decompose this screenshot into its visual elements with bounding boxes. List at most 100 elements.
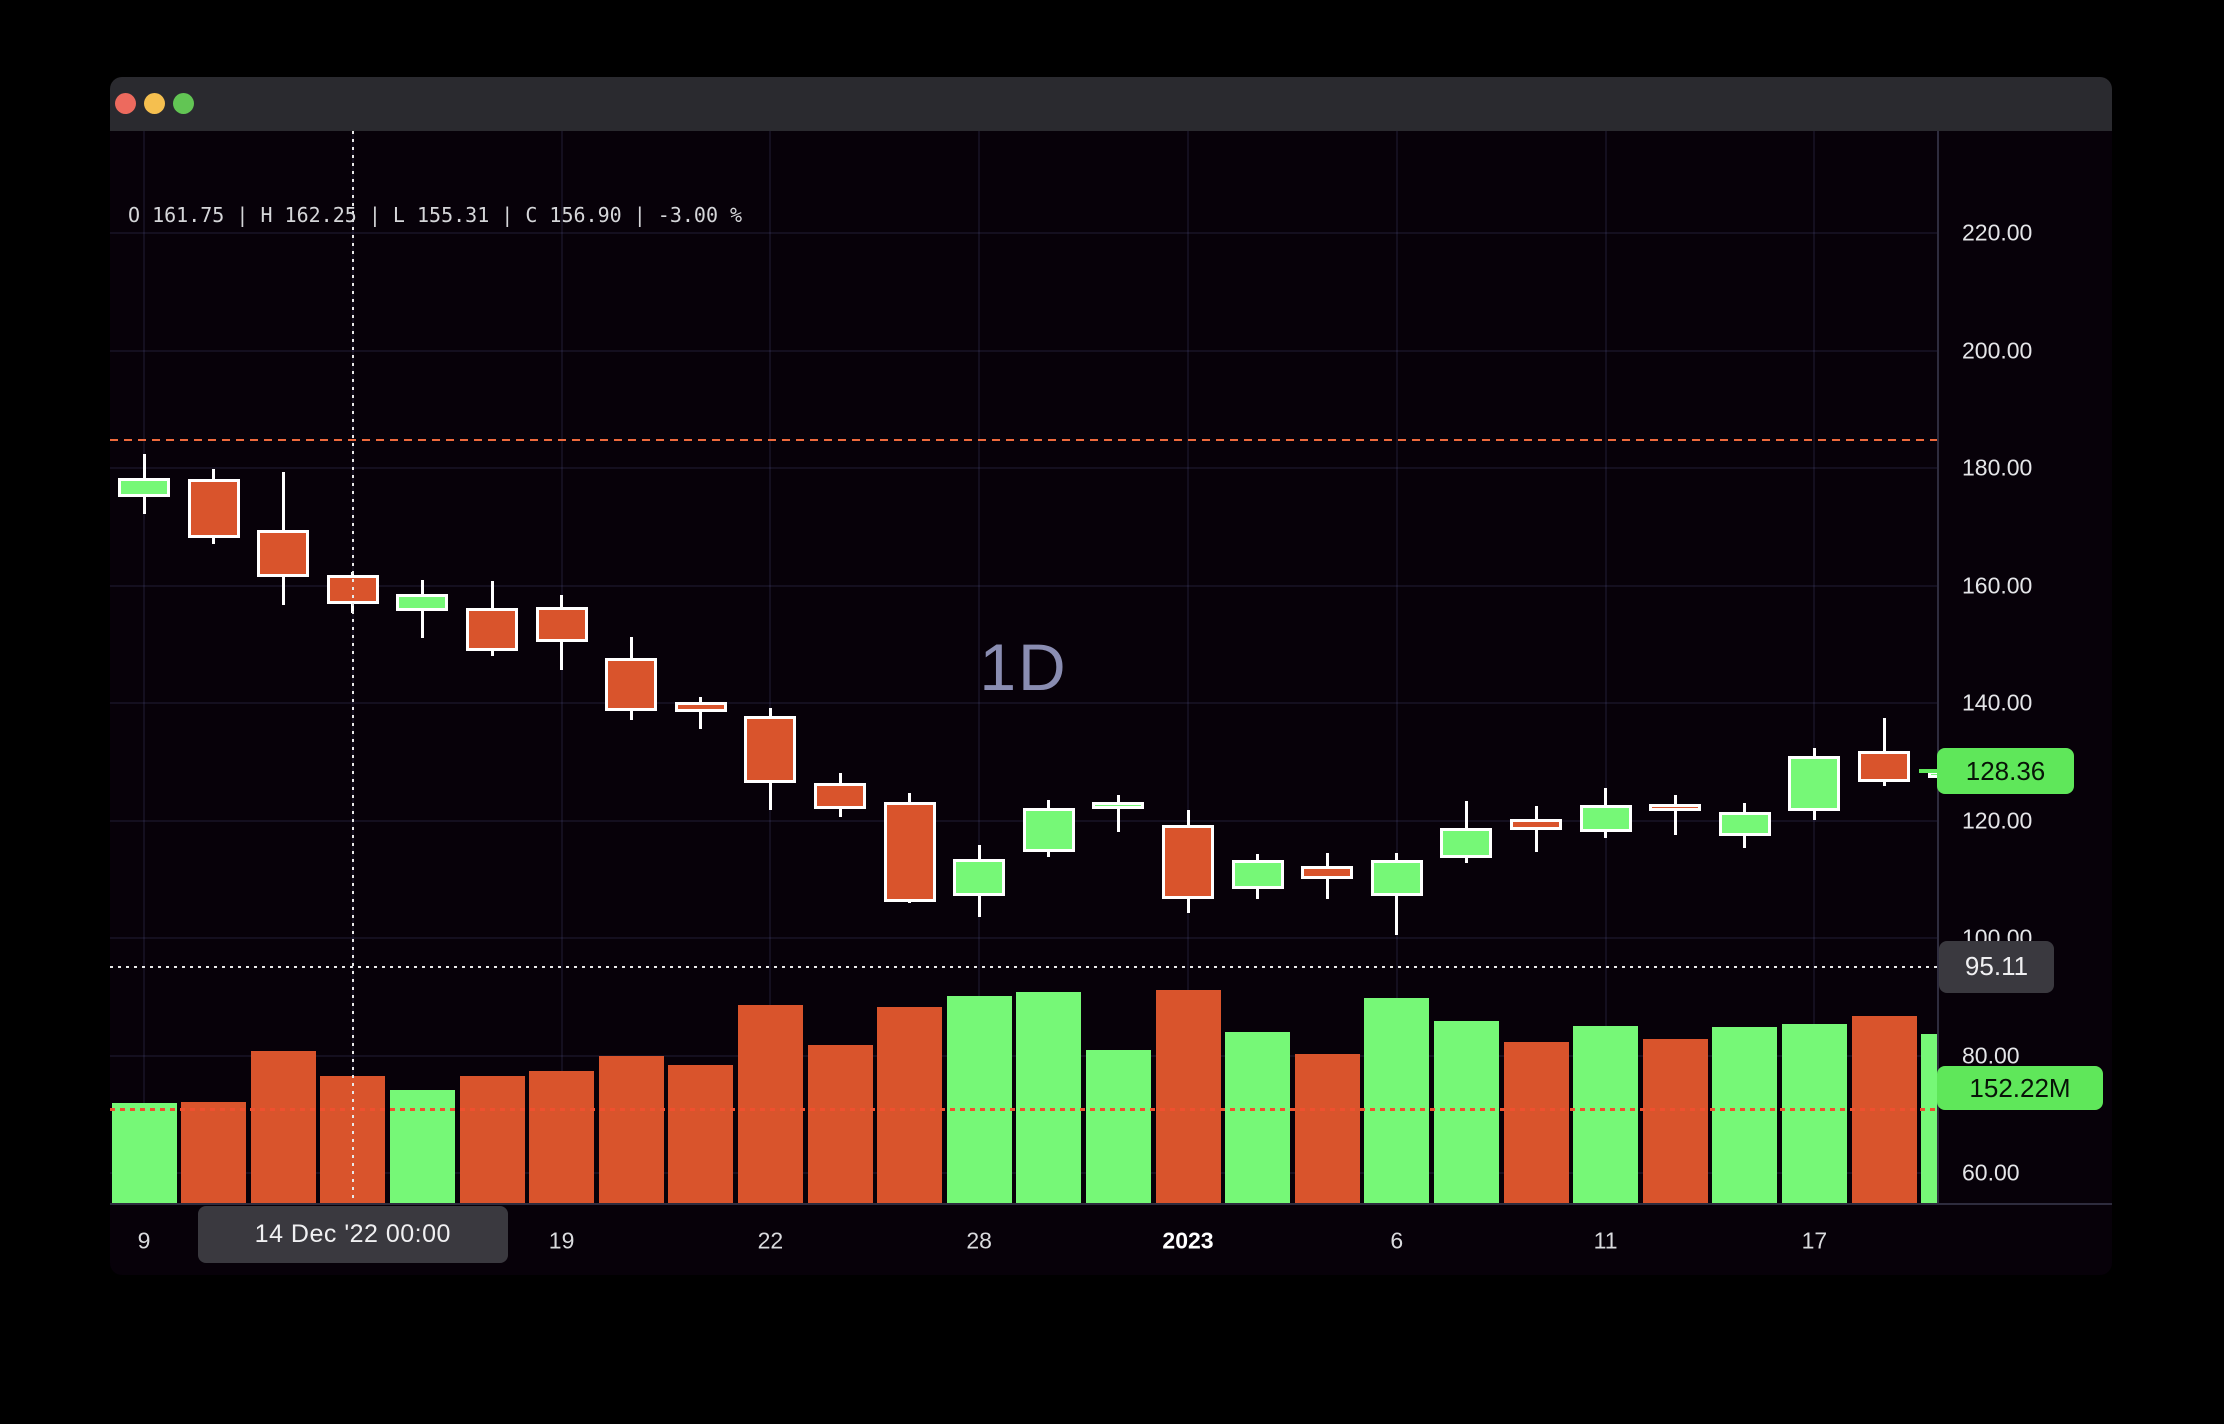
volume-bar[interactable] — [1503, 1041, 1569, 1203]
candle-wick — [1116, 794, 1120, 832]
interval-watermark: 1D — [979, 630, 1068, 704]
vertical-gridline — [1604, 131, 1607, 1203]
time-axis-label: 6 — [1390, 1227, 1404, 1254]
candle-body[interactable] — [187, 479, 240, 539]
candle-body[interactable] — [744, 715, 797, 783]
candle-body[interactable] — [1858, 751, 1910, 783]
volume-bar[interactable] — [946, 996, 1012, 1203]
horizontal-gridline — [110, 349, 1937, 352]
candle-body[interactable] — [1440, 827, 1493, 858]
horizontal-gridline — [110, 232, 1937, 234]
alert-price-line[interactable] — [110, 438, 1937, 441]
volume-ma-line — [110, 1107, 1937, 1111]
price-axis-label: 140.00 — [1962, 689, 2033, 716]
candle-body[interactable] — [1162, 825, 1214, 899]
volume-bar[interactable] — [1225, 1031, 1291, 1203]
volume-bar[interactable] — [1433, 1021, 1499, 1203]
price-axis-label: 60.00 — [1962, 1159, 2020, 1186]
candlestick-plot-area[interactable]: 1D O 161.75 | H 162.25 | L 155.31 | C 15… — [110, 131, 1937, 1203]
price-axis-label: 120.00 — [1962, 807, 2033, 833]
zoom-button[interactable] — [173, 93, 194, 114]
vertical-gridline — [1813, 131, 1816, 1203]
crosshair-vertical-line — [351, 131, 354, 1203]
crosshair-horizontal-line — [110, 965, 1937, 968]
candle-body[interactable] — [1022, 808, 1075, 852]
candle-body[interactable] — [953, 859, 1006, 897]
candle-body[interactable] — [466, 608, 518, 651]
price-axis-label: 180.00 — [1962, 454, 2033, 481]
last-price-badge: 128.36 — [1937, 748, 2074, 795]
horizontal-gridline — [110, 467, 1937, 469]
crosshair-time-badge: 14 Dec '22 00:00 — [197, 1206, 508, 1263]
vertical-gridline — [143, 131, 145, 1203]
time-axis-label: 28 — [966, 1227, 992, 1254]
candle-body[interactable] — [1370, 860, 1423, 896]
candle-body[interactable] — [883, 801, 936, 902]
candle-body[interactable] — [605, 658, 658, 711]
candle-body[interactable] — [1718, 812, 1771, 836]
candle-body[interactable] — [118, 478, 170, 498]
volume-bar[interactable] — [111, 1102, 177, 1203]
last-price-tick — [1919, 769, 1937, 774]
time-axis-label: 11 — [1593, 1227, 1618, 1254]
candle-body[interactable] — [1579, 805, 1632, 832]
volume-bar[interactable] — [181, 1101, 247, 1203]
price-axis-label: 220.00 — [1962, 219, 2033, 246]
time-axis-label: 17 — [1801, 1227, 1828, 1254]
ohlc-readout: O 161.75 | H 162.25 | L 155.31 | C 156.9… — [128, 203, 743, 227]
price-axis-label: 200.00 — [1962, 337, 2033, 363]
candle-body[interactable] — [1510, 819, 1562, 831]
crosshair-price-badge: 95.11 — [1939, 940, 2054, 993]
candle-body[interactable] — [1649, 804, 1702, 812]
last-volume-badge: 152.22M — [1937, 1066, 2103, 1110]
candle-body[interactable] — [1092, 801, 1145, 809]
volume-bar[interactable] — [598, 1055, 664, 1203]
candle-body[interactable] — [1231, 860, 1284, 890]
volume-bar[interactable] — [1016, 991, 1082, 1203]
volume-bar[interactable] — [1921, 1033, 1937, 1203]
horizontal-gridline — [110, 937, 1937, 939]
vertical-gridline — [1395, 131, 1398, 1203]
volume-bar[interactable] — [1155, 990, 1221, 1203]
candle-body[interactable] — [257, 530, 310, 578]
candle-wick — [1673, 794, 1677, 835]
window-titlebar[interactable] — [110, 77, 2112, 131]
volume-bar[interactable] — [668, 1064, 734, 1203]
candle-body[interactable] — [396, 594, 449, 611]
candle-body[interactable] — [814, 783, 866, 810]
vertical-gridline — [978, 131, 981, 1203]
vertical-gridline — [769, 131, 772, 1203]
candle-body[interactable] — [1301, 866, 1354, 880]
volume-bar[interactable] — [389, 1089, 455, 1203]
volume-bar[interactable] — [737, 1005, 803, 1203]
price-axis-label: 160.00 — [1962, 572, 2033, 598]
volume-bar[interactable] — [1085, 1050, 1151, 1203]
volume-bar[interactable] — [807, 1045, 873, 1203]
price-axis[interactable]: 220.00 200.00 180.00 160.00 140.00 120.00 100.… — [1937, 131, 2112, 1203]
volume-bar[interactable] — [529, 1070, 595, 1203]
chart-content: 1D O 161.75 | H 162.25 | L 155.31 | C 15… — [110, 131, 2112, 1275]
volume-bar[interactable] — [250, 1050, 316, 1203]
volume-bar[interactable] — [1642, 1039, 1708, 1203]
volume-bar[interactable] — [1294, 1054, 1360, 1203]
time-axis-label: 9 — [137, 1227, 151, 1254]
vertical-gridline — [1187, 131, 1189, 1203]
candle-body[interactable] — [535, 607, 588, 643]
volume-bar[interactable] — [1781, 1024, 1847, 1203]
minimize-button[interactable] — [144, 93, 165, 114]
time-axis-label: 22 — [757, 1227, 784, 1254]
time-axis-label: 19 — [548, 1227, 575, 1254]
chart-window: 1D O 161.75 | H 162.25 | L 155.31 | C 15… — [110, 77, 2112, 1275]
horizontal-gridline — [110, 584, 1937, 587]
candle-wick — [699, 696, 703, 730]
volume-bar[interactable] — [1364, 998, 1430, 1203]
volume-bar[interactable] — [1573, 1026, 1639, 1203]
candle-body[interactable] — [674, 701, 727, 712]
volume-bar[interactable] — [1712, 1027, 1778, 1203]
candle-body[interactable] — [1788, 755, 1841, 812]
close-button[interactable] — [115, 93, 136, 114]
volume-bar[interactable] — [877, 1006, 943, 1203]
volume-bar[interactable] — [459, 1075, 525, 1203]
horizontal-gridline — [110, 702, 1937, 704]
